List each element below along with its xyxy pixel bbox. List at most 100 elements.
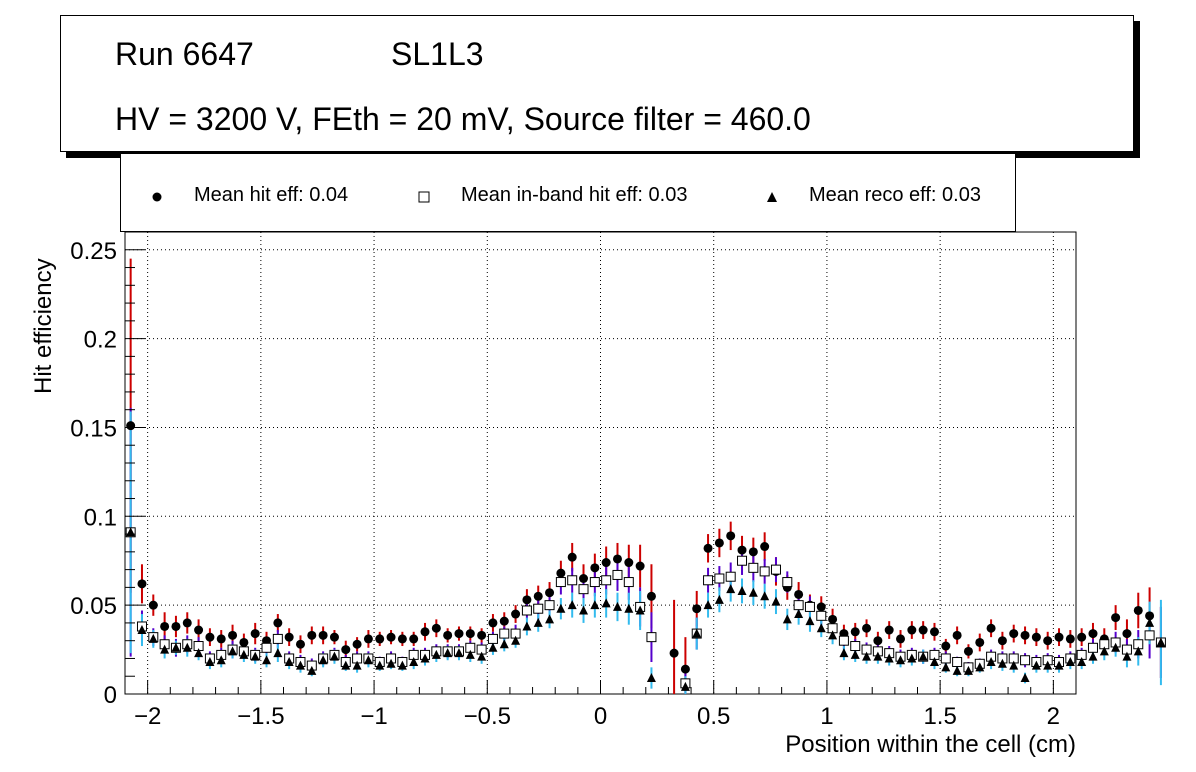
data-point-reco [488, 642, 498, 652]
data-point-inband [816, 610, 827, 621]
error-bars [129, 258, 1162, 694]
data-point-reco [160, 644, 170, 654]
data-point-reco [1031, 660, 1041, 670]
x-tick-label: 2 [1047, 703, 1060, 730]
data-point-reco [828, 630, 838, 640]
data-point-hit [1009, 629, 1019, 639]
data-point-hit [488, 618, 498, 628]
data-point-inband [555, 577, 566, 588]
data-point-reco [601, 598, 611, 608]
data-point-hit [363, 634, 373, 644]
data-point-reco [760, 591, 770, 601]
data-point-reco [862, 651, 872, 661]
data-point-hit [205, 632, 215, 642]
data-point-inband [1087, 642, 1098, 653]
data-point-reco [420, 653, 430, 663]
data-point-hit [567, 552, 577, 562]
data-point-reco [454, 648, 464, 658]
data-point-hit [386, 632, 396, 642]
data-point-hit [1031, 632, 1041, 642]
y-tick-label: 0.15 [70, 415, 117, 442]
data-point-reco [884, 653, 894, 663]
x-tick-label: 1 [820, 703, 833, 730]
data-point-reco [533, 617, 543, 627]
data-point-hit [601, 558, 611, 568]
x-tick-label: 0.5 [697, 703, 730, 730]
data-point-reco [714, 594, 724, 604]
y-tick-label: 0 [104, 682, 117, 709]
data-point-hit [533, 591, 543, 601]
data-point-inband [623, 577, 634, 588]
data-point-hit [1065, 634, 1075, 644]
data-point-reco [477, 651, 487, 661]
data-point-reco [794, 609, 804, 619]
data-point-reco [941, 662, 951, 672]
data-point-reco [737, 585, 747, 595]
data-point-hit [341, 645, 351, 655]
data-point-reco [907, 653, 917, 663]
data-point-hit [182, 618, 192, 628]
data-point-inband [804, 601, 815, 612]
data-point-hit [171, 621, 181, 631]
data-point-reco [318, 655, 328, 665]
data-point-reco [805, 616, 815, 626]
data-point-reco [579, 605, 589, 615]
data-point-hit [579, 574, 589, 583]
data-point-hit [137, 579, 147, 589]
data-point-inband [782, 577, 793, 588]
data-point-hit [160, 621, 170, 631]
data-point-hit [828, 614, 838, 624]
data-point-hit [477, 630, 487, 640]
data-point-hit [454, 629, 464, 639]
data-point-reco [273, 648, 283, 658]
x-tick-label: −0.5 [464, 703, 511, 730]
data-point-inband [759, 566, 770, 577]
data-point-reco [171, 642, 181, 652]
x-tick-label: −2 [134, 703, 161, 730]
data-point-hit [443, 630, 453, 640]
data-point-hit [126, 421, 136, 431]
data-point-reco [1133, 646, 1143, 656]
data-point-hit [295, 639, 305, 649]
data-point-reco [1156, 637, 1166, 647]
data-point-hit [635, 561, 645, 571]
data-point-inband [544, 600, 555, 611]
data-point-reco [284, 657, 294, 667]
axes: −2 −1.5 −1 −0.5 0 0.5 1 1.5 2 0 0.05 0.1 0.15 0.2 0.25 [70, 231, 1077, 730]
grid-lines [125, 232, 1076, 694]
data-point-reco [386, 658, 396, 668]
data-point-reco [963, 665, 973, 675]
data-point-reco [329, 651, 339, 661]
legend-entry-inband: Mean in-band hit eff: 0.03 [461, 184, 688, 206]
data-point-hit [1020, 630, 1030, 640]
data-point-reco [194, 648, 204, 658]
data-point-hit [714, 538, 724, 548]
y-axis-label: Hit efficiency [30, 258, 57, 394]
data-point-hit [420, 627, 430, 637]
data-point-inband [578, 584, 589, 595]
data-point-reco [1065, 657, 1075, 667]
data-point-reco [873, 651, 883, 661]
data-point-hit [986, 623, 996, 633]
data-point-inband [499, 628, 510, 639]
data-point-hit [1054, 632, 1064, 642]
data-point-reco [782, 614, 792, 624]
data-point-hit [431, 623, 441, 633]
data-point-hit [816, 602, 826, 612]
data-point-reco [986, 657, 996, 667]
data-point-inband [1144, 630, 1155, 641]
data-point-reco [397, 660, 407, 670]
data-point-hit [737, 545, 747, 555]
data-point-reco [590, 600, 600, 610]
data-point-inband [261, 642, 272, 653]
data-point-reco [703, 600, 713, 610]
data-point-inband [725, 571, 736, 582]
data-point-reco [295, 660, 305, 670]
data-point-inband [589, 577, 600, 588]
x-tick-label: 0 [594, 703, 607, 730]
data-point-hit [862, 623, 872, 633]
data-point-hit [760, 542, 770, 552]
data-point-reco [1020, 673, 1030, 683]
